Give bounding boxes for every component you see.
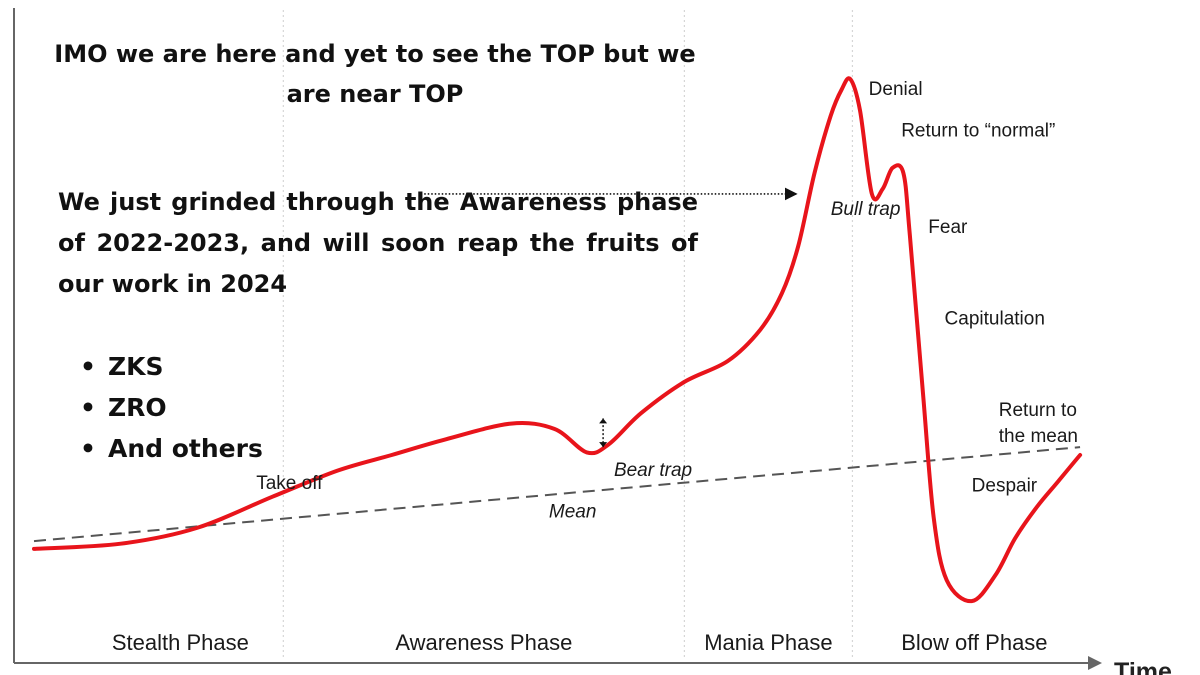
annotation-despair: Despair xyxy=(972,476,1038,497)
annotation-the-mean: the mean xyxy=(999,426,1078,447)
annotation-bear-trap: Bear trap xyxy=(614,460,692,481)
x-axis-label: Time xyxy=(1114,658,1172,675)
bear-trap-marker-head-down xyxy=(599,442,608,448)
phase-label-1: Stealth Phase xyxy=(112,630,249,655)
bear-trap-marker-head-up xyxy=(599,418,608,424)
list-item: ZKS xyxy=(80,346,263,387)
chart-axes: Time xyxy=(13,8,1172,675)
note-awareness: We just grinded through the Awareness ph… xyxy=(58,188,698,298)
list-item: ZRO xyxy=(80,387,263,428)
phase-label-3: Mania Phase xyxy=(704,630,832,655)
annotation-take-off: Take off xyxy=(256,473,323,494)
annotation-fear: Fear xyxy=(928,217,968,238)
price-curve xyxy=(32,76,1083,604)
token-list: ZKS ZRO And others xyxy=(80,346,263,469)
annotation-capitulation: Capitulation xyxy=(945,308,1045,329)
x-axis-arrowhead xyxy=(1088,656,1102,670)
annotation-denial: Denial xyxy=(869,79,923,100)
phase-label-4: Blow off Phase xyxy=(901,630,1047,655)
annotation-return-to: Return to xyxy=(999,400,1077,421)
note-top: IMO we are here and yet to see the TOP b… xyxy=(54,40,696,108)
phase-label-2: Awareness Phase xyxy=(395,630,572,655)
phase-divider-lines xyxy=(282,10,854,660)
annotation-return-to-normal: Return to “normal” xyxy=(901,121,1055,142)
list-item: And others xyxy=(80,428,263,469)
annotation-bull-trap: Bull trap xyxy=(831,199,901,220)
annotation-mean: Mean xyxy=(549,502,597,523)
